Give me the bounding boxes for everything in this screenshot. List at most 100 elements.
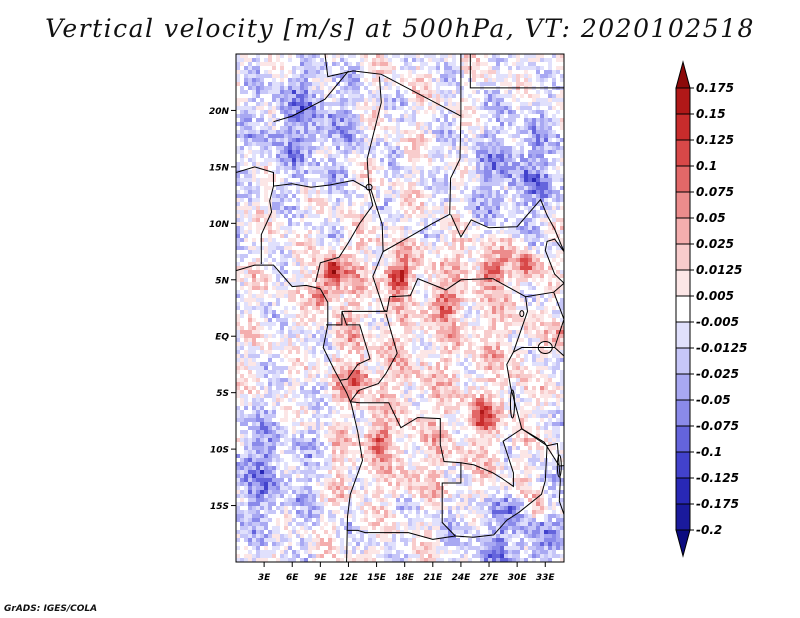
field-cell <box>516 54 521 59</box>
field-cell <box>384 230 389 235</box>
field-cell <box>348 58 353 63</box>
field-cell <box>532 178 537 183</box>
field-cell <box>416 270 421 275</box>
field-cell <box>460 78 465 83</box>
field-cell <box>444 190 449 195</box>
field-cell <box>528 54 533 59</box>
field-cell <box>556 178 561 183</box>
field-cell <box>304 274 309 279</box>
field-cell <box>480 158 485 163</box>
field-cell <box>464 262 469 267</box>
field-cell <box>292 290 297 295</box>
field-cell <box>280 266 285 271</box>
field-cell <box>316 114 321 119</box>
field-cell <box>484 74 489 79</box>
field-cell <box>332 70 337 75</box>
field-cell <box>476 78 481 83</box>
field-cell <box>560 78 564 83</box>
field-cell <box>288 194 293 199</box>
field-cell <box>540 114 545 119</box>
field-cell <box>372 294 377 299</box>
field-cell <box>236 278 241 283</box>
field-cell <box>472 138 477 143</box>
field-cell <box>316 218 321 223</box>
field-cell <box>292 54 297 59</box>
field-cell <box>456 206 461 211</box>
field-cell <box>392 202 397 207</box>
field-cell <box>472 206 477 211</box>
field-cell <box>440 146 445 151</box>
field-cell <box>556 158 561 163</box>
field-cell <box>440 238 445 243</box>
field-cell <box>420 246 425 251</box>
field-cell <box>504 178 509 183</box>
field-cell <box>404 178 409 183</box>
field-cell <box>344 146 349 151</box>
field-cell <box>376 182 381 187</box>
field-cell <box>420 286 425 291</box>
field-cell <box>492 150 497 155</box>
field-cell <box>312 106 317 111</box>
field-cell <box>256 82 261 87</box>
field-cell <box>276 266 281 271</box>
field-cell <box>436 178 441 183</box>
field-cell <box>320 282 325 287</box>
field-cell <box>432 90 437 95</box>
field-cell <box>464 206 469 211</box>
field-cell <box>256 234 261 239</box>
field-cell <box>460 122 465 127</box>
field-cell <box>352 190 357 195</box>
field-cell <box>456 78 461 83</box>
field-cell <box>284 66 289 71</box>
field-cell <box>392 222 397 227</box>
field-cell <box>512 82 517 87</box>
field-cell <box>236 162 241 167</box>
field-cell <box>284 174 289 179</box>
field-cell <box>252 94 257 99</box>
field-cell <box>260 58 265 63</box>
field-cell <box>476 282 481 287</box>
field-cell <box>312 206 317 211</box>
field-cell <box>308 102 313 107</box>
field-cell <box>540 266 545 271</box>
field-cell <box>316 290 321 295</box>
field-cell <box>404 162 409 167</box>
field-cell <box>432 174 437 179</box>
field-cell <box>300 158 305 163</box>
field-cell <box>464 234 469 239</box>
field-cell <box>520 78 525 83</box>
field-cell <box>484 134 489 139</box>
field-cell <box>392 118 397 123</box>
field-cell <box>548 114 553 119</box>
field-cell <box>312 230 317 235</box>
field-cell <box>400 214 405 219</box>
field-cell <box>352 66 357 71</box>
field-cell <box>328 290 333 295</box>
field-cell <box>316 174 321 179</box>
field-cell <box>468 278 473 283</box>
field-cell <box>524 186 529 191</box>
field-cell <box>560 62 564 67</box>
field-cell <box>464 86 469 91</box>
field-cell <box>276 250 281 255</box>
field-cell <box>252 158 257 163</box>
field-cell <box>244 174 249 179</box>
field-cell <box>560 82 564 87</box>
field-cell <box>312 98 317 103</box>
field-cell <box>436 290 441 295</box>
field-cell <box>240 54 245 59</box>
field-cell <box>476 214 481 219</box>
field-cell <box>288 150 293 155</box>
field-cell <box>396 254 401 259</box>
field-cell <box>440 122 445 127</box>
field-cell <box>384 258 389 263</box>
field-cell <box>556 74 561 79</box>
field-cell <box>432 86 437 91</box>
field-cell <box>344 230 349 235</box>
field-cell <box>492 74 497 79</box>
field-cell <box>364 254 369 259</box>
field-cell <box>304 166 309 171</box>
field-cell <box>388 250 393 255</box>
field-cell <box>544 274 549 279</box>
field-cell <box>252 62 257 67</box>
